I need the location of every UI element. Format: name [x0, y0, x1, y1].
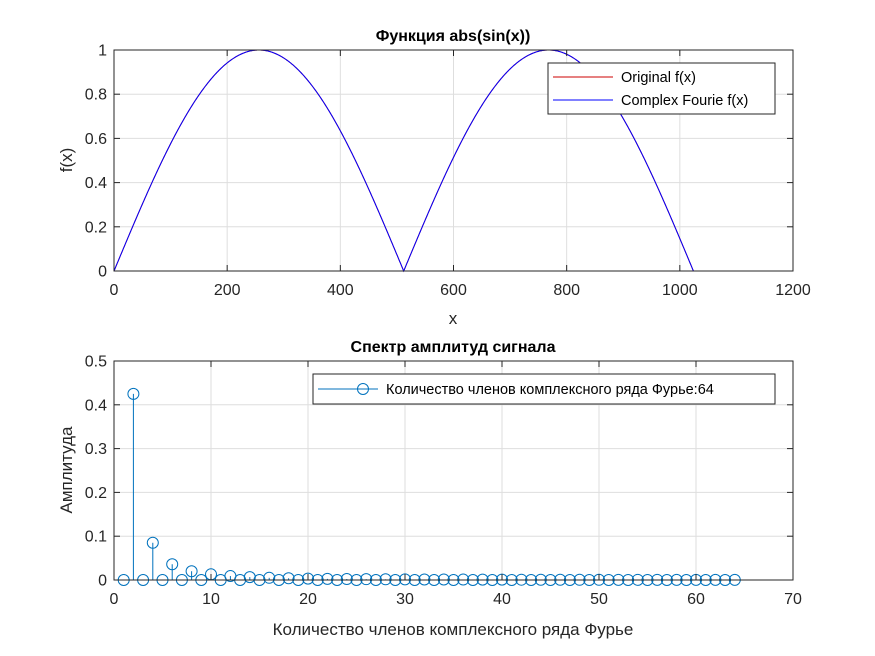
bottom-legend-box: [312, 373, 776, 405]
top-y-tick-label: 0.2: [85, 219, 107, 236]
top-x-tick-label: 200: [214, 282, 241, 299]
bottom-x-ticks: 0 10 20 30 40 50 60 70: [110, 361, 802, 608]
bottom-y-tick-label: 0: [98, 573, 107, 590]
top-x-tick-label: 1200: [775, 282, 811, 299]
bottom-x-tick-label: 20: [299, 591, 317, 608]
bottom-x-axis-label: Количество членов комплексного ряда Фурь…: [273, 620, 634, 639]
stem-marker: [146, 536, 159, 549]
top-x-tick-label: 400: [327, 282, 354, 299]
top-y-tick-label: 0.8: [85, 87, 107, 104]
stem-marker: [360, 573, 373, 586]
legend-label-spectrum: Количество членов комплексного ряда Фурь…: [386, 382, 714, 398]
stem-marker: [185, 565, 198, 578]
stem-marker: [340, 573, 353, 586]
top-legend-box: [547, 62, 776, 115]
top-y-tick-label: 0: [98, 264, 107, 281]
stem-marker: [418, 573, 431, 586]
top-x-tick-label: 600: [440, 282, 467, 299]
bottom-legend: Количество членов комплексного ряда Фурь…: [312, 373, 776, 405]
bottom-x-tick-label: 50: [590, 591, 608, 608]
top-y-tick-label: 0.6: [85, 131, 107, 148]
bottom-y-tick-label: 0.3: [85, 441, 107, 458]
stem-marker: [166, 558, 179, 571]
top-legend: Original f(x) Complex Fourie f(x): [547, 62, 776, 115]
bottom-x-tick-label: 0: [110, 591, 119, 608]
bottom-y-axis-label: Амплитуда: [57, 426, 76, 513]
bottom-axes: 0 10 20 30 40 50 60 70 0 0.1 0.2 0.3 0.4 0.5 Спектр …: [57, 339, 802, 639]
top-x-tick-label: 0: [110, 282, 119, 299]
top-x-tick-label: 800: [553, 282, 580, 299]
bottom-y-tick-label: 0.1: [85, 529, 107, 546]
bottom-y-tick-label: 0.2: [85, 485, 107, 502]
bottom-x-tick-label: 60: [687, 591, 705, 608]
legend-label-fourier: Complex Fourie f(x): [621, 93, 748, 109]
top-axes: 0 200 400 600 800 1000 1200 0 0.2 0.4 0.6 0.8 1 Фун…: [57, 28, 811, 328]
stem-marker: [282, 572, 295, 585]
top-y-ticks: 0 0.2 0.4 0.6 0.8 1: [85, 43, 793, 281]
bottom-x-tick-label: 40: [493, 591, 511, 608]
bottom-y-tick-label: 0.5: [85, 354, 107, 371]
bottom-x-tick-label: 10: [202, 591, 220, 608]
stem-marker: [321, 572, 334, 585]
top-chart-title: Функция abs(sin(x)): [376, 28, 531, 45]
bottom-y-tick-label: 0.4: [85, 397, 107, 414]
top-x-ticks: 0 200 400 600 800 1000 1200: [110, 50, 811, 299]
bottom-x-tick-label: 70: [784, 591, 802, 608]
bottom-frame: [113, 360, 794, 581]
bottom-chart-title: Спектр амплитуд сигнала: [351, 339, 556, 356]
stem-marker: [263, 571, 276, 584]
top-x-tick-label: 1000: [662, 282, 698, 299]
top-y-tick-label: 0.4: [85, 175, 107, 192]
top-y-axis-label: f(x): [57, 148, 76, 173]
top-x-axis-label: x: [449, 309, 458, 328]
legend-label-original: Original f(x): [621, 70, 696, 86]
stem-marker: [379, 573, 392, 586]
top-y-tick-label: 1: [98, 43, 107, 60]
stem-marker: [127, 387, 140, 400]
bottom-x-tick-label: 30: [396, 591, 414, 608]
stem-marker: [302, 572, 314, 585]
stem-marker: [399, 573, 411, 586]
bottom-y-ticks: 0 0.1 0.2 0.3 0.4 0.5: [85, 354, 793, 590]
legend-swatch-stem-marker: [357, 383, 369, 395]
